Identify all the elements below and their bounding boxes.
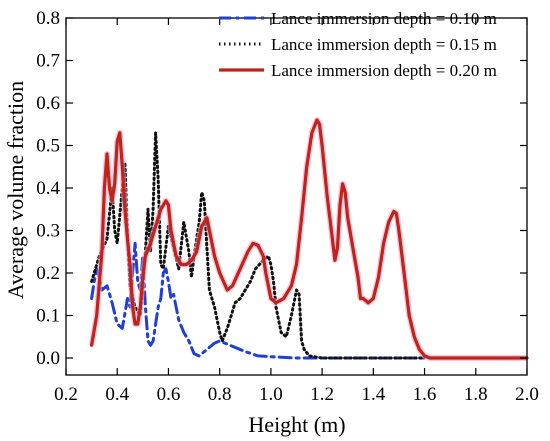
x-tick-label-6: 1.4 (361, 384, 385, 405)
x-tick-label-3: 0.8 (208, 384, 232, 405)
ticks-layer: 0.2 0.4 0.6 0.8 1.0 1.2 1.4 1.6 1.8 2.0 0.0 0.1 0.2 0… (36, 8, 539, 405)
y-tick-label-6: 0.6 (36, 93, 60, 114)
y-tick-label-5: 0.5 (36, 136, 60, 157)
series-layer (88, 117, 529, 361)
series-line-0 (90, 241, 427, 360)
x-tick-label-0: 0.2 (54, 384, 78, 405)
legend: Lance immersion depth = 0.10 m Lance imm… (219, 9, 497, 80)
x-tick-label-4: 1.0 (259, 384, 283, 405)
legend-label-1: Lance immersion depth = 0.15 m (271, 35, 497, 54)
x-axis-title: Height (m) (248, 412, 345, 437)
y-tick-label-8: 0.8 (36, 8, 60, 29)
x-tick-label-1: 0.4 (105, 384, 129, 405)
axes-layer (65, 17, 528, 376)
x-tick-label-8: 1.8 (464, 384, 488, 405)
legend-label-0: Lance immersion depth = 0.10 m (271, 9, 497, 28)
plot-frame (65, 17, 528, 376)
y-tick-label-2: 0.2 (36, 263, 60, 284)
y-tick-label-4: 0.4 (36, 178, 60, 199)
x-tick-label-5: 1.2 (310, 384, 334, 405)
y-tick-label-7: 0.7 (36, 51, 60, 72)
x-tick-label-7: 1.6 (413, 384, 437, 405)
x-tick-label-2: 0.6 (157, 384, 181, 405)
y-axis-title: Average volume fraction (3, 81, 28, 299)
series-line-2 (90, 118, 529, 360)
x-tick-label-9: 2.0 (515, 384, 539, 405)
y-tick-label-0: 0.0 (36, 348, 60, 369)
y-tick-label-3: 0.3 (36, 221, 60, 242)
y-tick-label-1: 0.1 (36, 306, 60, 327)
legend-label-2: Lance immersion depth = 0.20 m (271, 61, 497, 80)
